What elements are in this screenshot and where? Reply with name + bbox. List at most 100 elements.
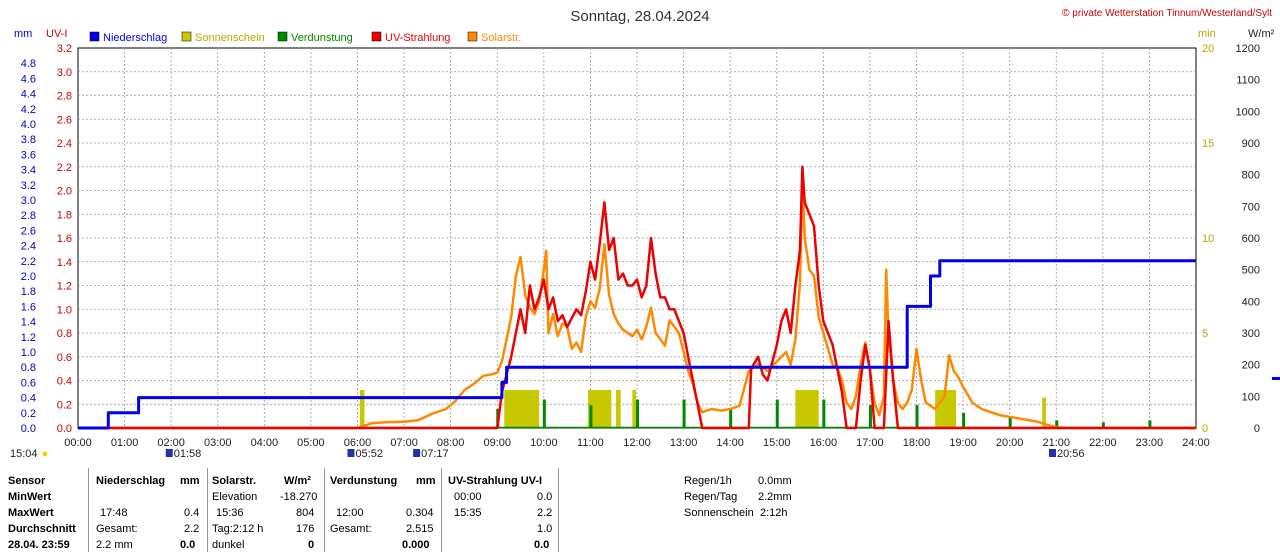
sun-event-icon xyxy=(165,449,173,457)
verdunstung-max-val: 0.304 xyxy=(406,507,434,519)
wm2-tick-label: 0 xyxy=(1254,423,1260,435)
x-tick-label: 23:00 xyxy=(1136,437,1164,449)
evaporation-mark xyxy=(1008,416,1012,428)
x-tick-label: 19:00 xyxy=(949,437,977,449)
uv-min-val: 0.0 xyxy=(537,491,553,503)
x-tick-label: 22:00 xyxy=(1089,437,1117,449)
legend-swatch xyxy=(467,31,478,42)
unit-wm2-label: W/m² xyxy=(1248,28,1275,40)
sonnenschein-value: 2:12h xyxy=(760,507,788,519)
mm-tick-label: 2.0 xyxy=(21,271,36,283)
mm-tick-label: 1.6 xyxy=(21,301,36,313)
uvi-tick-label: 0.2 xyxy=(57,399,72,411)
mm-tick-label: 4.8 xyxy=(21,58,36,70)
uvi-tick-label: 2.0 xyxy=(57,186,72,198)
evaporation-mark xyxy=(822,399,826,428)
evaporation-mark xyxy=(682,399,686,428)
sunshine-bar xyxy=(616,390,621,428)
uvi-tick-label: 1.4 xyxy=(57,257,72,269)
niederschlag-max-time: 17:48 xyxy=(100,507,128,519)
x-tick-label: 11:00 xyxy=(577,437,604,449)
min-tick-label: 5 xyxy=(1202,328,1208,340)
stats-divider xyxy=(324,468,325,552)
sun-events: 15:04 01:58 05:52 07:17 20:56 xyxy=(10,448,1085,460)
verdunstung-gesamt-val: 2.515 xyxy=(406,523,434,535)
sonnenschein-label: Sonnenschein xyxy=(684,507,754,519)
mm-tick-label: 3.0 xyxy=(21,195,36,207)
evaporation-mark xyxy=(915,405,919,428)
solar-header: Solarstr. xyxy=(212,475,257,487)
regentag-label: Regen/Tag xyxy=(684,491,738,503)
sunshine-bar xyxy=(795,390,819,428)
sunshine-bar xyxy=(504,390,540,428)
uv-max-time: 15:35 xyxy=(454,507,482,519)
wm2-tick-label: 200 xyxy=(1242,360,1260,372)
solar-max-val: 804 xyxy=(296,507,315,519)
sunshine-bar xyxy=(359,390,365,428)
x-tick-label: 02:00 xyxy=(157,437,185,449)
niederschlag-line xyxy=(78,259,1196,430)
mm-tick-label: 1.8 xyxy=(21,286,36,298)
sun-event-label: 07:17 xyxy=(421,448,449,460)
mm-tick-label: 2.8 xyxy=(21,210,36,222)
wm2-tick-label: 800 xyxy=(1242,170,1260,182)
evaporation-mark xyxy=(868,405,872,428)
solar-min-label: Elevation xyxy=(212,491,258,503)
uvi-tick-label: 0.8 xyxy=(57,328,72,340)
x-tick-label: 12:00 xyxy=(623,437,651,449)
uv-max-val: 2.2 xyxy=(537,507,553,519)
uvi-tick-label: 0.4 xyxy=(57,376,72,388)
uvi-tick-label: 3.2 xyxy=(57,43,72,55)
mm-tick-label: 0.0 xyxy=(21,423,36,435)
verdunstung-header: Verdunstung xyxy=(330,475,398,487)
niederschlag-last-b: 0.0 xyxy=(180,539,196,551)
verdunstung-gesamt-label: Gesamt: xyxy=(330,523,372,535)
chart-grid xyxy=(77,47,1197,429)
evaporation-mark xyxy=(589,405,593,428)
x-tick-label: 14:00 xyxy=(716,437,744,449)
mm-tick-label: 0.6 xyxy=(21,377,36,389)
sun-event-icon xyxy=(42,451,48,457)
unit-uvi-label: UV-I xyxy=(46,28,67,40)
sunshine-bar xyxy=(632,390,637,428)
legend-swatch xyxy=(181,31,192,42)
x-tick-label: 15:00 xyxy=(763,437,791,449)
regentag-value: 2.2mm xyxy=(758,491,792,503)
uvi-tick-label: 1.6 xyxy=(57,233,72,245)
evaporation-mark xyxy=(775,399,779,428)
stats-table: Sensor MinWert MaxWert Durchschnitt 28.0… xyxy=(0,472,1280,552)
x-tick-label: 18:00 xyxy=(903,437,931,449)
min-tick-label: 0 xyxy=(1202,423,1208,435)
sunshine-bar xyxy=(935,390,957,428)
mm-tick-label: 4.2 xyxy=(21,104,36,116)
mm-tick-label: 0.8 xyxy=(21,362,36,374)
sun-event-icon xyxy=(1048,449,1056,457)
solar-max-time: 15:36 xyxy=(216,507,244,519)
x-tick-label: 09:00 xyxy=(483,437,511,449)
mm-tick-label: 2.2 xyxy=(21,256,36,268)
evaporation-mark xyxy=(729,409,733,428)
evaporation-mark xyxy=(542,399,546,428)
uv-min-time: 00:00 xyxy=(454,491,482,503)
stats-divider xyxy=(207,468,208,552)
mm-tick-label: 1.4 xyxy=(21,317,36,329)
x-tick-label: 10:00 xyxy=(530,437,558,449)
wm2-tick-label: 100 xyxy=(1242,391,1260,403)
mm-tick-label: 3.2 xyxy=(21,180,36,192)
min-tick-label: 10 xyxy=(1202,233,1214,245)
mm-tick-label: 3.4 xyxy=(21,165,36,177)
wm2-tick-label: 1000 xyxy=(1236,106,1260,118)
x-tick-label: 03:00 xyxy=(204,437,232,449)
stats-divider xyxy=(558,468,559,552)
stats-divider xyxy=(441,468,442,552)
niederschlag-last-a: 2.2 mm xyxy=(96,539,133,551)
niederschlag-gesamt-label: Gesamt: xyxy=(96,523,138,535)
sun-event-label: 20:56 xyxy=(1057,448,1085,460)
x-tick-label: 00:00 xyxy=(64,437,92,449)
x-tick-label: 05:00 xyxy=(297,437,325,449)
solar-unit: W/m² xyxy=(284,475,311,487)
x-tick-label: 20:00 xyxy=(996,437,1024,449)
chart-axes: 00:00 01:00 02:00 03:00 04:00 05:00 06:00 07:00… xyxy=(21,43,1260,449)
uvi-tick-label: 0.0 xyxy=(57,423,72,435)
stats-max-label: MaxWert xyxy=(8,507,54,519)
